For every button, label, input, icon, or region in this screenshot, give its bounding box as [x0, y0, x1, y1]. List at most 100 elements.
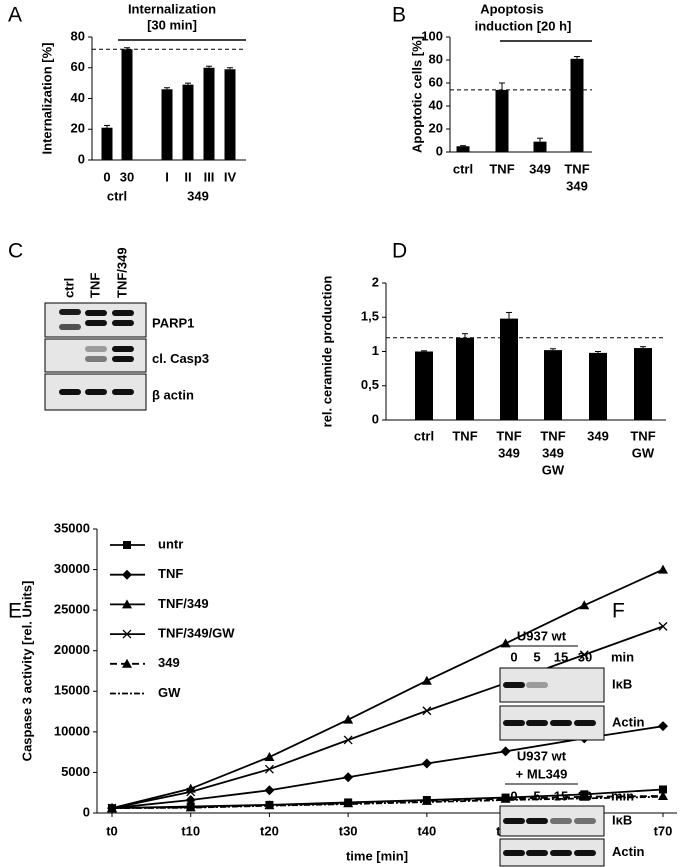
y-tick-label: 25000: [54, 602, 90, 617]
marker: [123, 541, 131, 549]
bar: [495, 89, 509, 152]
x-tick-label: t70: [654, 823, 673, 838]
marker: [264, 800, 275, 810]
series-line: [111, 568, 664, 810]
x-tick-label: GW: [632, 445, 655, 460]
blot-row-label: IκB: [612, 812, 632, 827]
blot-band: [85, 389, 107, 395]
lane-label: 15: [554, 788, 568, 803]
blot-band: [59, 309, 81, 315]
x-tick-label: III: [204, 169, 215, 184]
y-tick-label: 100: [421, 28, 443, 43]
bar: [203, 67, 215, 160]
blot-band: [574, 818, 596, 824]
blot-header: U937 wt: [517, 748, 567, 763]
blot-band: [59, 389, 81, 395]
chart-title: induction [20 h]: [475, 18, 572, 33]
x-tick-label: 349: [587, 428, 609, 443]
bar: [456, 337, 474, 420]
panel-letter: A: [8, 4, 22, 27]
lane-label: 30: [578, 788, 592, 803]
marker: [122, 658, 132, 668]
series-line: [111, 625, 664, 810]
y-tick-label: 0: [372, 411, 379, 426]
blot-row-label: Actin: [612, 714, 645, 729]
legend-label: TNF: [158, 566, 183, 581]
series-line: [111, 795, 664, 810]
series-line: [111, 725, 664, 810]
panel-letter: D: [392, 240, 407, 263]
marker: [122, 599, 132, 609]
group-label: 349: [187, 188, 209, 203]
x-tick-label: 0: [103, 169, 110, 184]
blot-band: [503, 818, 525, 824]
bar: [589, 352, 607, 420]
marker: [122, 569, 132, 580]
blot-band: [112, 346, 134, 352]
blot-band: [112, 320, 134, 326]
lane-label: 30: [578, 649, 592, 664]
bar: [415, 351, 433, 420]
y-tick-label: 30000: [54, 561, 90, 576]
y-tick-label: 80: [71, 28, 85, 43]
group-label: ctrl: [107, 188, 127, 203]
x-tick-label: 349: [542, 445, 564, 460]
x-tick-label: t20: [260, 823, 279, 838]
marker: [579, 600, 590, 610]
lane-label: TNF: [87, 273, 102, 298]
blot-band: [59, 324, 81, 330]
blot-row-label: Actin: [612, 844, 645, 859]
bar: [634, 348, 652, 420]
x-tick-label: TNF: [452, 428, 477, 443]
marker: [421, 758, 432, 769]
y-axis-label: Apoptotic cells [%]: [409, 36, 424, 153]
chart-title: Apoptosis: [480, 1, 544, 16]
y-tick-label: 0: [436, 143, 443, 158]
unit-label: min: [611, 788, 634, 803]
marker: [659, 785, 667, 794]
blot-band: [526, 682, 548, 688]
x-tick-label: II: [184, 169, 191, 184]
y-tick-label: 40: [71, 90, 85, 105]
y-tick-label: 15000: [54, 683, 90, 698]
x-tick-label: ctrl: [414, 428, 434, 443]
y-tick-label: 10000: [54, 723, 90, 738]
y-tick-label: 20: [429, 120, 443, 135]
y-tick-label: 20: [71, 121, 85, 136]
x-tick-label: TNF: [630, 428, 655, 443]
lane-label: 5: [533, 649, 540, 664]
blot-band: [85, 320, 107, 326]
bar: [456, 146, 470, 152]
x-tick-label: TNF: [496, 428, 521, 443]
blot-band: [574, 850, 596, 856]
marker: [343, 772, 354, 783]
y-tick-label: 20000: [54, 642, 90, 657]
bar: [121, 49, 133, 160]
x-tick-label: 349: [498, 445, 520, 460]
marker: [658, 564, 668, 574]
y-tick-label: 1,5: [361, 309, 379, 324]
lane-label: ctrl: [61, 278, 76, 298]
blot-band: [85, 356, 107, 362]
blot-row-label: β actin: [152, 387, 194, 402]
x-tick-label: TNF: [564, 161, 589, 176]
bar: [500, 318, 518, 420]
y-tick-label: 60: [71, 59, 85, 74]
y-tick-label: 1: [372, 343, 379, 358]
x-tick-label: IV: [224, 169, 237, 184]
y-tick-label: 80: [429, 51, 443, 66]
blot-row-label: PARP1: [152, 315, 194, 330]
legend-label: TNF/349: [158, 596, 209, 611]
bar: [533, 141, 547, 152]
marker: [421, 675, 432, 685]
bar: [544, 350, 562, 420]
legend-label: TNF/349/GW: [158, 626, 235, 641]
series-line: [111, 795, 664, 810]
marker: [185, 795, 196, 806]
x-tick-label: TNF: [540, 428, 565, 443]
marker: [122, 629, 132, 639]
marker: [422, 706, 432, 716]
blot-row-label: IκB: [612, 676, 632, 691]
blot-band: [526, 720, 548, 726]
